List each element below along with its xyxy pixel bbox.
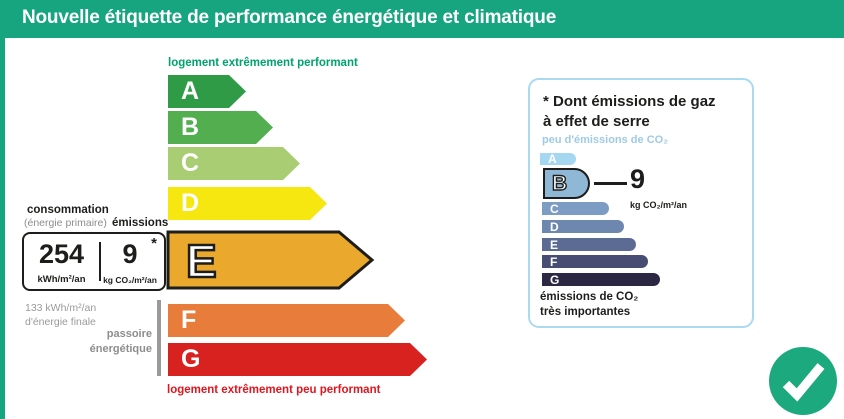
final-energy-note: 133 kWh/m²/an d'énergie finale (25, 301, 96, 329)
ghg-class-b-highlight: B (543, 168, 590, 199)
sieve-bracket-bar (157, 300, 161, 376)
consumption-unit: kWh/m²/an (37, 274, 86, 285)
consumption-value: 254 (38, 239, 85, 269)
ghg-class-e-letter: E (550, 237, 559, 252)
energy-class-b-letter: B (181, 113, 200, 141)
energy-class-c-letter: C (181, 149, 200, 177)
energy-sieve-line1: passoire (106, 328, 152, 340)
ghg-class-a-bar: A (540, 153, 576, 165)
energy-class-d-arrow: D (168, 187, 327, 220)
energy-class-a-arrow: A (168, 75, 246, 108)
ghg-unit: kg CO₂/m²/an (630, 200, 688, 210)
consumption-label: consommation (27, 204, 109, 216)
energy-class-d-letter: D (181, 189, 200, 217)
energy-class-c-arrow: C (168, 147, 300, 180)
ghg-high-line1: émissions de CO₂ (540, 291, 639, 303)
asterisk: * (151, 235, 157, 252)
ghg-value: 9 (630, 164, 646, 194)
ghg-pointer-line (594, 182, 627, 185)
final-energy-line1: 133 kWh/m²/an (25, 302, 97, 314)
ghg-class-a-letter: A (548, 152, 557, 166)
energy-class-g-letter: G (181, 345, 201, 373)
ghg-class-c-bar: C (542, 202, 609, 215)
primary-energy-label: (énergie primaire) (24, 217, 107, 229)
co2-unit: kg CO₂/m²/an (103, 275, 157, 285)
check-badge (769, 347, 837, 415)
ghg-low-label: peu d'émissions de CO₂ (542, 134, 669, 146)
ghg-high-line2: très importantes (540, 306, 631, 318)
ghg-class-d-letter: D (550, 219, 559, 234)
energy-class-f-arrow: F (168, 304, 405, 337)
energy-class-b-arrow: B (168, 111, 273, 144)
energy-class-g-arrow: G (168, 343, 427, 376)
energy-class-e-arrow-shape (166, 230, 375, 290)
page-title: Nouvelle étiquette de performance énergé… (22, 7, 557, 28)
ghg-title-line2: à effet de serre (543, 113, 650, 130)
ghg-class-f-letter: F (550, 254, 558, 269)
left-accent-strip (0, 38, 5, 419)
ghg-class-f-bar: F (542, 255, 648, 268)
ghg-class-g-letter: G (550, 272, 560, 287)
check-icon (782, 363, 825, 402)
energy-class-f-letter: F (181, 306, 197, 334)
box-divider (99, 242, 101, 281)
header-banner: Nouvelle étiquette de performance énergé… (0, 0, 844, 38)
ghg-class-c-letter: C (550, 201, 559, 216)
energy-class-a-letter: A (181, 77, 200, 105)
energy-sieve-label: passoire énergétique (52, 327, 152, 357)
emissions-label: émissions (112, 217, 169, 229)
ghg-title-line1: * Dont émissions de gaz (543, 93, 716, 110)
scale-top-label: logement extrêmement performant (168, 57, 358, 69)
energy-class-e-letter: E (185, 234, 218, 289)
final-energy-line2: d'énergie finale (25, 316, 96, 328)
ghg-class-g-bar: G (542, 273, 660, 286)
ghg-high-label: émissions de CO₂ très importantes (540, 290, 638, 320)
energy-sieve-line2: énergétique (89, 343, 152, 355)
ghg-class-b-letter: B (551, 171, 568, 195)
ghg-emissions-panel: * Dont émissions de gaz à effet de serre… (528, 78, 754, 328)
ghg-class-d-bar: D (542, 220, 624, 233)
co2-value: 9 (122, 239, 138, 269)
ghg-panel-title: * Dont émissions de gaz à effet de serre (543, 92, 716, 132)
energy-class-e-arrow (166, 230, 375, 290)
scale-bottom-label: logement extrêmement peu performant (167, 384, 381, 396)
ghg-class-e-bar: E (542, 238, 636, 251)
consumption-value-box: 254 kWh/m²/an 9 * kg CO₂/m²/an (22, 232, 166, 291)
